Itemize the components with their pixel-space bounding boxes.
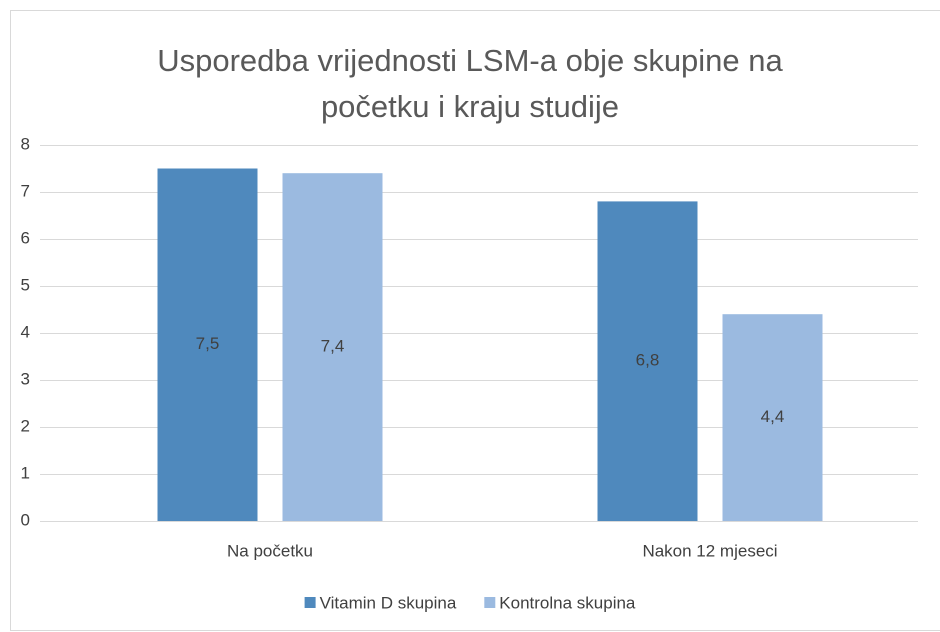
- y-tick-label: 3: [21, 369, 30, 388]
- y-tick-label: 1: [21, 463, 30, 482]
- y-tick-label: 6: [21, 228, 30, 247]
- y-tick-label: 5: [21, 275, 30, 294]
- legend-swatch: [484, 597, 496, 608]
- value-label: 7,4: [321, 337, 345, 356]
- x-tick-label: Nakon 12 mjeseci: [642, 541, 777, 560]
- bar: [282, 173, 383, 521]
- y-tick-label: 0: [21, 510, 30, 529]
- value-label: 6,8: [636, 351, 660, 370]
- value-label: 4,4: [761, 407, 785, 426]
- bar: [722, 314, 823, 521]
- bar: [157, 168, 258, 521]
- y-tick-label: 2: [21, 416, 30, 435]
- y-tick-label: 4: [21, 322, 30, 341]
- x-tick-label: Na početku: [227, 541, 313, 560]
- y-tick-label: 8: [21, 134, 30, 153]
- legend-label: Vitamin D skupina: [320, 593, 457, 612]
- legend-swatch: [304, 597, 316, 608]
- value-label: 7,5: [196, 334, 220, 353]
- bar: [597, 201, 698, 521]
- legend-label: Kontrolna skupina: [499, 593, 636, 612]
- y-tick-label: 7: [21, 181, 30, 200]
- chart-title: Usporedba vrijednosti LSM-a obje skupine…: [157, 43, 783, 124]
